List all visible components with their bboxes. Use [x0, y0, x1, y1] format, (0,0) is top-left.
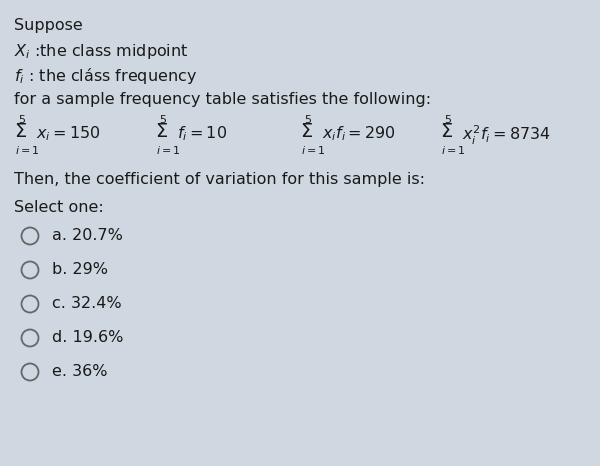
Text: $\Sigma$: $\Sigma$ — [155, 122, 168, 141]
Text: for a sample frequency table satisfies the following:: for a sample frequency table satisfies t… — [14, 92, 431, 107]
Text: $i=1$: $i=1$ — [15, 144, 40, 156]
Text: a. 20.7%: a. 20.7% — [52, 228, 123, 243]
Text: $x_i$$= 150$: $x_i$$= 150$ — [36, 124, 100, 143]
Text: $\Sigma$: $\Sigma$ — [300, 122, 313, 141]
Text: $i=1$: $i=1$ — [441, 144, 466, 156]
Text: $f_i$$= 10$: $f_i$$= 10$ — [177, 124, 227, 143]
Text: Suppose: Suppose — [14, 18, 83, 33]
Text: $X_i$ :the class midpoint: $X_i$ :the class midpoint — [14, 42, 188, 61]
Text: $x_i f_i$$= 290$: $x_i f_i$$= 290$ — [322, 124, 395, 143]
Text: $5$: $5$ — [159, 113, 167, 125]
Text: $i=1$: $i=1$ — [301, 144, 326, 156]
Text: c. 32.4%: c. 32.4% — [52, 296, 122, 311]
Text: $5$: $5$ — [18, 113, 26, 125]
Text: d. 19.6%: d. 19.6% — [52, 330, 124, 345]
Text: $5$: $5$ — [444, 113, 452, 125]
Text: $f_i$ : the cláss frequency: $f_i$ : the cláss frequency — [14, 66, 197, 86]
Text: $\Sigma$: $\Sigma$ — [440, 122, 453, 141]
Text: Select one:: Select one: — [14, 200, 104, 215]
Text: $x_i^2 f_i$$= 8734$: $x_i^2 f_i$$= 8734$ — [462, 124, 551, 147]
Text: $5$: $5$ — [304, 113, 312, 125]
Text: e. 36%: e. 36% — [52, 364, 107, 379]
Text: $i=1$: $i=1$ — [156, 144, 181, 156]
Text: Then, the coefficient of variation for this sample is:: Then, the coefficient of variation for t… — [14, 172, 425, 187]
Text: b. 29%: b. 29% — [52, 262, 108, 277]
Text: $\Sigma$: $\Sigma$ — [14, 122, 27, 141]
